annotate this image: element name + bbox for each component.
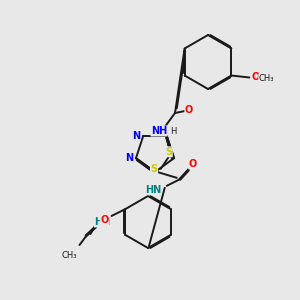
Text: O: O (251, 73, 260, 82)
Text: CH₃: CH₃ (259, 74, 274, 83)
Text: HN: HN (145, 185, 161, 195)
Text: HN: HN (94, 217, 111, 227)
Text: O: O (100, 215, 109, 225)
Text: NH: NH (151, 126, 167, 136)
Text: S: S (165, 147, 172, 157)
Text: S: S (150, 164, 158, 174)
Text: N: N (125, 153, 133, 163)
Text: N: N (132, 131, 140, 141)
Text: O: O (185, 105, 193, 115)
Text: H: H (170, 128, 176, 136)
Text: CH₃: CH₃ (62, 250, 77, 260)
Text: O: O (189, 159, 197, 169)
